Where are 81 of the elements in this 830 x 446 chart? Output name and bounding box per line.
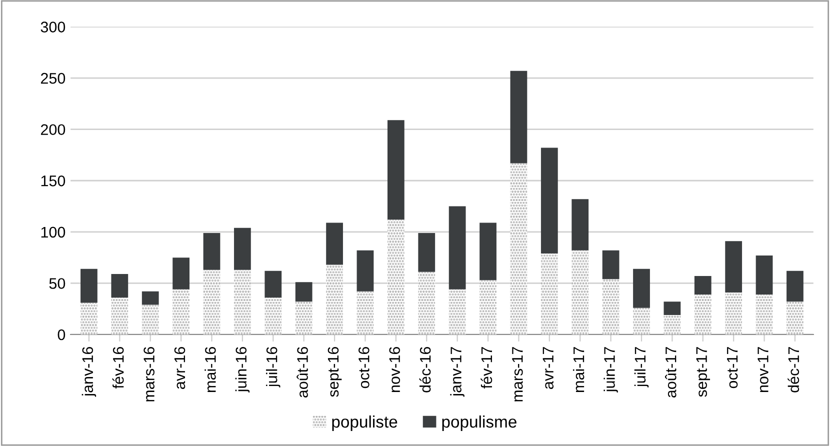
x-tick-label: fév-17 xyxy=(480,347,492,389)
bar xyxy=(572,199,589,250)
y-tick-label: 0 xyxy=(58,329,66,340)
bar xyxy=(111,298,128,334)
bar xyxy=(80,268,98,303)
bar xyxy=(418,232,436,272)
bar xyxy=(142,291,159,305)
bar xyxy=(448,289,466,334)
bar xyxy=(264,298,282,334)
bar xyxy=(725,241,742,292)
bar xyxy=(356,250,374,292)
x-tick-label: mars-16 xyxy=(144,346,154,402)
bar xyxy=(142,304,159,334)
bar xyxy=(264,270,282,298)
x-tick-label: mai-17 xyxy=(572,347,584,392)
bar xyxy=(540,253,558,334)
x-tick-label: janv-17 xyxy=(450,347,464,397)
x-tick-label: juin-17 xyxy=(604,347,618,393)
legend-label: populisme xyxy=(442,415,516,431)
bar xyxy=(203,270,220,334)
x-tick-label: janv-16 xyxy=(82,346,96,397)
bar xyxy=(602,279,620,334)
bar xyxy=(356,291,374,334)
x-tick-label: mars-17 xyxy=(512,347,523,402)
x-tick-label: nov-17 xyxy=(758,347,768,392)
bar xyxy=(234,270,251,334)
bar xyxy=(203,232,220,270)
bar xyxy=(480,280,496,334)
x-tick-label: déc-17 xyxy=(788,347,800,392)
bar xyxy=(694,276,712,294)
x-tick-label: fév-16 xyxy=(112,346,124,389)
bar xyxy=(326,222,343,265)
bar xyxy=(756,256,773,294)
bar xyxy=(418,272,436,334)
bar xyxy=(80,302,98,334)
x-tick-label: mai-16 xyxy=(204,346,216,392)
x-tick-label: avr-16 xyxy=(174,346,186,389)
x-tick-label: avr-17 xyxy=(542,347,554,389)
bar xyxy=(387,120,404,220)
bar xyxy=(786,270,804,302)
bar xyxy=(480,222,496,280)
y-tick-label: 100 xyxy=(41,226,66,238)
x-tick-label: oct-16 xyxy=(358,346,370,388)
bar xyxy=(633,268,650,308)
bar xyxy=(295,302,312,334)
bar xyxy=(172,289,190,334)
bar xyxy=(633,308,650,334)
y-tick-label: 250 xyxy=(40,72,66,84)
bar xyxy=(295,282,312,302)
bar xyxy=(448,206,466,290)
bar xyxy=(664,302,681,316)
x-tick-label: nov-16 xyxy=(389,346,400,392)
y-tick-label: 50 xyxy=(49,278,66,289)
bar xyxy=(602,250,620,280)
bar xyxy=(111,274,128,298)
bar xyxy=(756,294,773,334)
y-tick-label: 150 xyxy=(41,176,66,186)
bar xyxy=(510,70,528,164)
x-tick-label: juil-17 xyxy=(634,347,649,388)
bar xyxy=(172,258,190,290)
y-tick-label: 200 xyxy=(40,124,66,136)
bar xyxy=(540,148,558,254)
y-tick-label: 300 xyxy=(40,22,66,32)
bar xyxy=(234,228,251,270)
x-tick-label: déc-16 xyxy=(419,346,431,392)
bar xyxy=(694,294,712,334)
x-tick-label: août-16 xyxy=(296,346,308,398)
bar xyxy=(664,315,681,334)
x-tick-label: juil-16 xyxy=(266,346,280,388)
x-tick-label: oct-17 xyxy=(727,347,738,388)
bar xyxy=(786,302,804,334)
bar xyxy=(387,220,404,334)
x-tick-label: sept-17 xyxy=(696,347,710,397)
legend-label: populiste xyxy=(332,415,398,431)
bar xyxy=(725,292,742,334)
bar xyxy=(572,250,589,334)
x-tick-label: août-17 xyxy=(665,347,676,398)
x-tick-label: sept-16 xyxy=(328,346,342,397)
bar xyxy=(326,264,343,334)
bar xyxy=(510,163,528,334)
x-tick-label: juin-16 xyxy=(235,346,250,393)
